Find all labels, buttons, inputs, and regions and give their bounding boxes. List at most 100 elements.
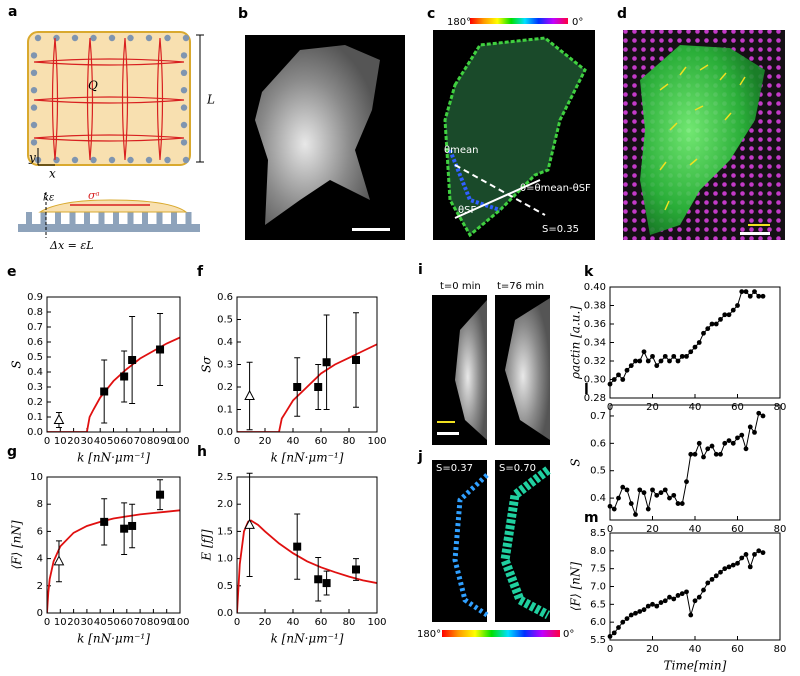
y-tick-label: 0.4 [217, 337, 233, 348]
marker [752, 429, 757, 435]
x-tick-label: 40 [689, 644, 702, 655]
marker [616, 495, 621, 501]
substrate-point [180, 52, 188, 59]
marker [722, 566, 728, 572]
y-tick-label: 0.38 [584, 301, 606, 312]
y-tick-label: 1.5 [217, 526, 233, 537]
marker [645, 506, 651, 512]
y-tick-label: 7.5 [590, 564, 606, 575]
y-tick-label: 0.28 [584, 393, 606, 404]
x-tick-label: 90 [160, 617, 173, 628]
scale-bar [352, 228, 390, 231]
image [432, 460, 487, 622]
x-tick-label: 60 [120, 617, 133, 628]
marker [760, 293, 766, 299]
marker [628, 363, 634, 369]
y-tick-label: 8.0 [590, 546, 606, 557]
y-axis-label: E [fJ] [200, 529, 214, 562]
marker [692, 598, 698, 604]
panel-label: f [197, 264, 204, 280]
substrate-point [30, 121, 38, 129]
q-label: Q [88, 79, 98, 93]
x-tick-label: 80 [343, 436, 356, 447]
substrate-point [30, 87, 38, 94]
marker [322, 579, 331, 588]
marker [120, 524, 129, 533]
y-tick-label: 0.6 [27, 337, 43, 348]
panel-a: a Q L y x kε σᵃ Δx = εL [8, 4, 215, 252]
x-tick-label: 100 [367, 617, 386, 628]
fibers [452, 473, 489, 618]
marker [650, 353, 655, 359]
marker [314, 575, 323, 584]
substrate-points [30, 34, 190, 164]
y-tick-label: 8 [37, 499, 43, 510]
marker [671, 353, 677, 359]
y-tick-label: 0.2 [27, 397, 43, 408]
marker [739, 432, 745, 438]
y-tick-label: 2.0 [217, 499, 233, 510]
y-tick-label: 0.4 [27, 367, 43, 378]
marker [628, 612, 634, 618]
marker [244, 518, 255, 529]
marker [633, 512, 638, 517]
cell-body [27, 31, 191, 166]
y-tick-label: 0.3 [27, 382, 43, 393]
x-tick-label: 80 [774, 644, 787, 655]
fit-curve [237, 343, 377, 432]
chart: k0 20 40 60 800.280.300.320.340.360.380.40ρa… [569, 264, 787, 413]
marker [713, 451, 719, 457]
substrate-point [145, 156, 153, 164]
y-tick-label: 8.5 [590, 528, 606, 539]
substrate-point [127, 34, 134, 42]
chart: h 0 20 40 60 80 100 0.0 0.5 1.0 1.5 2.0 2.5 E [fJ] k [… [197, 444, 387, 646]
x-tick-label: 0 [234, 436, 240, 447]
marker [616, 625, 621, 630]
y-axis-label: ⟨F⟩ [nN] [569, 562, 583, 611]
pillar [84, 212, 90, 224]
x-tick-label: 80 [343, 617, 356, 628]
marker [624, 616, 630, 621]
marker [730, 440, 736, 446]
y-axis-label: ⟨F⟩ [nN] [10, 520, 24, 569]
x-axis-label: k [nN·μm⁻¹] [271, 451, 344, 465]
substrate-point [164, 34, 171, 42]
marker [620, 619, 626, 625]
pillar [69, 212, 76, 224]
panel-label: c [427, 6, 435, 22]
marker [730, 307, 736, 313]
order-parameter: S=0.37 [436, 463, 473, 474]
marker [244, 389, 255, 400]
colorbar-label: 0° [572, 17, 583, 28]
colorbar-label: 180° [447, 17, 471, 28]
substrate-point [180, 69, 188, 77]
x-tick-label: 10 [54, 436, 67, 447]
x-tick-label: 20 [67, 617, 80, 628]
marker [713, 321, 719, 327]
y-tick-label: 0.5 [217, 315, 233, 326]
y-tick-label: 0.4 [590, 493, 606, 504]
fibers [500, 466, 551, 619]
marker [705, 326, 711, 332]
marker [611, 506, 617, 512]
x-tick-label: 40 [689, 402, 702, 413]
line [609, 290, 763, 385]
pillar [98, 212, 105, 224]
x-axis-label: Time[min] [664, 659, 727, 673]
marker [611, 630, 617, 636]
substrate-point [30, 52, 38, 59]
fiber [33, 134, 185, 142]
panel-label: m [584, 510, 599, 526]
marker [352, 356, 360, 364]
panel-label: g [7, 444, 17, 460]
colorbar [470, 18, 568, 24]
y-tick-label: 0.40 [584, 282, 606, 293]
y-tick-label: 0.30 [584, 375, 606, 386]
y-tick-label: 0.7 [27, 322, 43, 333]
order-parameter: S=0.35 [542, 224, 579, 235]
marker [671, 596, 677, 602]
y-tick-label: 6.5 [590, 599, 606, 610]
substrate-point [164, 156, 171, 164]
marker [739, 289, 745, 295]
